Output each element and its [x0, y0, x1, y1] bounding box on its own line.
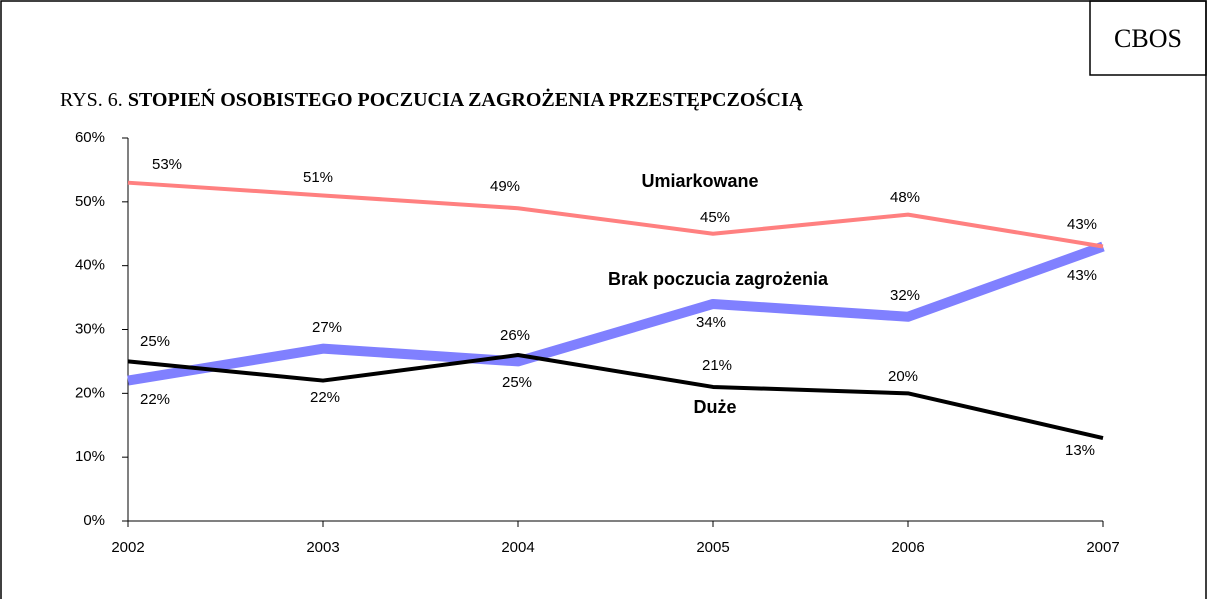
y-tick-label: 30%	[75, 320, 105, 337]
series-name: Duże	[693, 397, 736, 417]
data-label: 34%	[696, 314, 726, 331]
y-tick-label: 50%	[75, 193, 105, 210]
chart-title: RYS. 6. STOPIEŃ OSOBISTEGO POCZUCIA ZAGR…	[60, 87, 804, 111]
data-label: 48%	[890, 189, 920, 206]
x-tick-label: 2004	[501, 539, 534, 556]
y-tick-label: 40%	[75, 257, 105, 274]
series-name: Umiarkowane	[641, 171, 758, 191]
data-label: 27%	[312, 319, 342, 336]
data-label: 13%	[1065, 442, 1095, 459]
title-main: STOPIEŃ OSOBISTEGO POCZUCIA ZAGROŻENIA P…	[128, 87, 804, 111]
data-label: 22%	[310, 389, 340, 406]
series-name: Brak poczucia zagrożenia	[608, 269, 829, 289]
y-tick-label: 0%	[83, 512, 105, 529]
data-label: 20%	[888, 368, 918, 385]
badge: CBOS	[1114, 24, 1182, 53]
x-tick-label: 2002	[111, 539, 144, 556]
x-tick-label: 2003	[306, 539, 339, 556]
data-label: 21%	[702, 357, 732, 374]
data-label: 51%	[303, 169, 333, 186]
x-tick-label: 2005	[696, 539, 729, 556]
data-label: 25%	[140, 333, 170, 350]
data-label: 25%	[502, 374, 532, 391]
title-prefix: RYS. 6.	[60, 89, 123, 111]
x-tick-label: 2006	[891, 539, 924, 556]
data-label: 26%	[500, 327, 530, 344]
data-label: 45%	[700, 209, 730, 226]
series-line	[127, 180, 1104, 249]
data-label: 43%	[1067, 216, 1097, 233]
y-tick-label: 60%	[75, 129, 105, 146]
data-label: 43%	[1067, 267, 1097, 284]
y-tick-label: 10%	[75, 448, 105, 465]
data-label: 53%	[152, 156, 182, 173]
data-label: 49%	[490, 178, 520, 195]
x-tick-label: 2007	[1086, 539, 1119, 556]
series-line	[127, 241, 1105, 386]
data-label: 22%	[140, 391, 170, 408]
series-line	[127, 353, 1104, 440]
data-label: 32%	[890, 287, 920, 304]
y-tick-label: 20%	[75, 384, 105, 401]
badge-box	[1089, 0, 1207, 76]
